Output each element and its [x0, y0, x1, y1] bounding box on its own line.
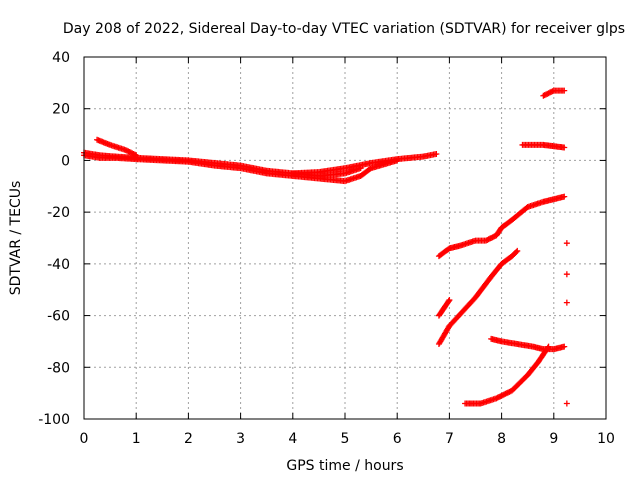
axis-ticks: 0 1 2 3 4 5 6 7 8 9 10 40 20 0 -20 -40 -60 -80 -100: [38, 50, 615, 447]
x-tick-label: 6: [393, 431, 402, 447]
x-tick-label: 3: [236, 431, 245, 447]
y-tick-label: -40: [47, 257, 70, 273]
data-point: [561, 343, 568, 350]
y-axis-label: SDTVAR / TECUs: [8, 181, 24, 296]
x-axis-label: GPS time / hours: [286, 458, 403, 474]
data-point: [445, 298, 452, 305]
data-point: [513, 248, 520, 255]
data-point: [561, 144, 568, 151]
data-point: [561, 193, 568, 200]
x-tick-label: 10: [597, 431, 615, 447]
data-point: [357, 165, 364, 172]
data-point: [545, 343, 552, 350]
data-point: [563, 400, 570, 407]
x-tick-label: 4: [288, 431, 297, 447]
data-point: [563, 299, 570, 306]
y-tick-label: -100: [38, 412, 70, 428]
data-point: [563, 271, 570, 278]
grid: [84, 57, 606, 419]
data-point: [563, 240, 570, 247]
y-tick-label: 20: [52, 102, 70, 118]
y-tick-label: 40: [52, 50, 70, 66]
data-points: [81, 87, 570, 407]
x-tick-label: 0: [80, 431, 89, 447]
data-point: [433, 150, 440, 157]
x-tick-label: 5: [341, 431, 350, 447]
x-tick-label: 1: [132, 431, 141, 447]
x-tick-label: 8: [497, 431, 506, 447]
chart-title: Day 208 of 2022, Sidereal Day-to-day VTE…: [63, 21, 625, 37]
x-tick-label: 9: [549, 431, 558, 447]
x-tick-label: 2: [184, 431, 193, 447]
data-point: [514, 247, 521, 254]
y-tick-label: -20: [47, 205, 70, 221]
data-point: [394, 157, 401, 164]
y-tick-label: -80: [47, 360, 70, 376]
data-point: [561, 87, 568, 94]
data-point: [446, 297, 453, 304]
y-tick-label: 0: [61, 153, 70, 169]
x-tick-label: 7: [445, 431, 454, 447]
y-tick-label: -60: [47, 309, 70, 325]
data-point: [544, 344, 551, 351]
